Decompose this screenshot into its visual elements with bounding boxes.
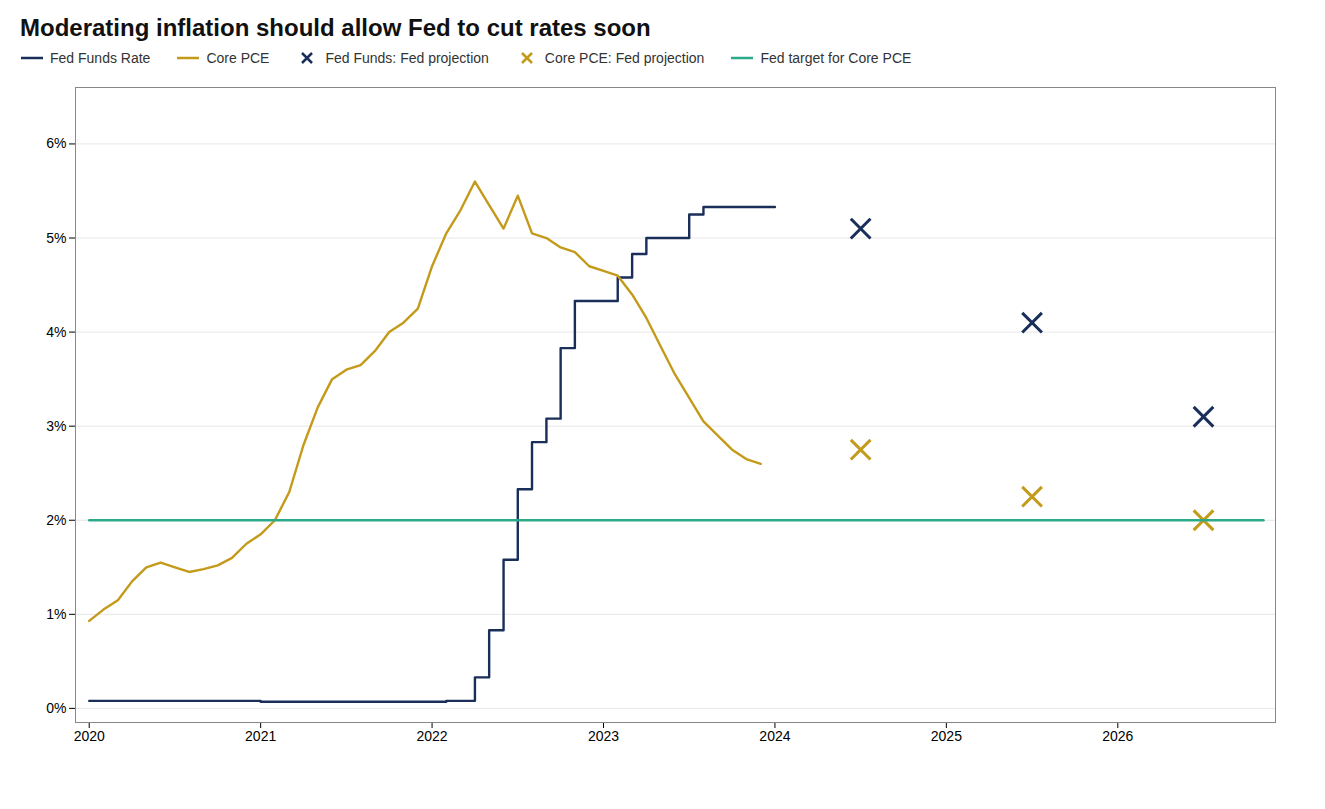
svg-text:2022: 2022	[416, 728, 447, 744]
svg-text:6%: 6%	[46, 135, 66, 151]
html-text:Fed Funds Rate: Fed Funds Rate	[50, 50, 151, 66]
svg-text:2%: 2%	[46, 512, 66, 528]
svg-text:5%: 5%	[46, 229, 66, 245]
svg-text:0%: 0%	[46, 700, 66, 716]
svg-text:3%: 3%	[46, 418, 66, 434]
html-text:Core PCE: Core PCE	[206, 50, 270, 66]
html-text:Fed target for Core PCE: Fed target for Core PCE	[760, 50, 912, 66]
html-text:Fed Funds: Fed projection: Fed Funds: Fed projection	[325, 50, 489, 66]
svg-text:4%: 4%	[46, 324, 66, 340]
svg-text:2025: 2025	[931, 728, 962, 744]
svg-text:2024: 2024	[759, 728, 790, 744]
svg-text:2021: 2021	[245, 728, 276, 744]
html-text:Core PCE: Fed projection: Core PCE: Fed projection	[544, 50, 705, 66]
svg-text:2020: 2020	[74, 728, 105, 744]
html-text:Moderating inflation should al: Moderating inflation should allow Fed to…	[20, 14, 651, 41]
svg-text:2026: 2026	[1102, 728, 1133, 744]
svg-text:2023: 2023	[588, 728, 619, 744]
svg-text:1%: 1%	[46, 606, 66, 622]
